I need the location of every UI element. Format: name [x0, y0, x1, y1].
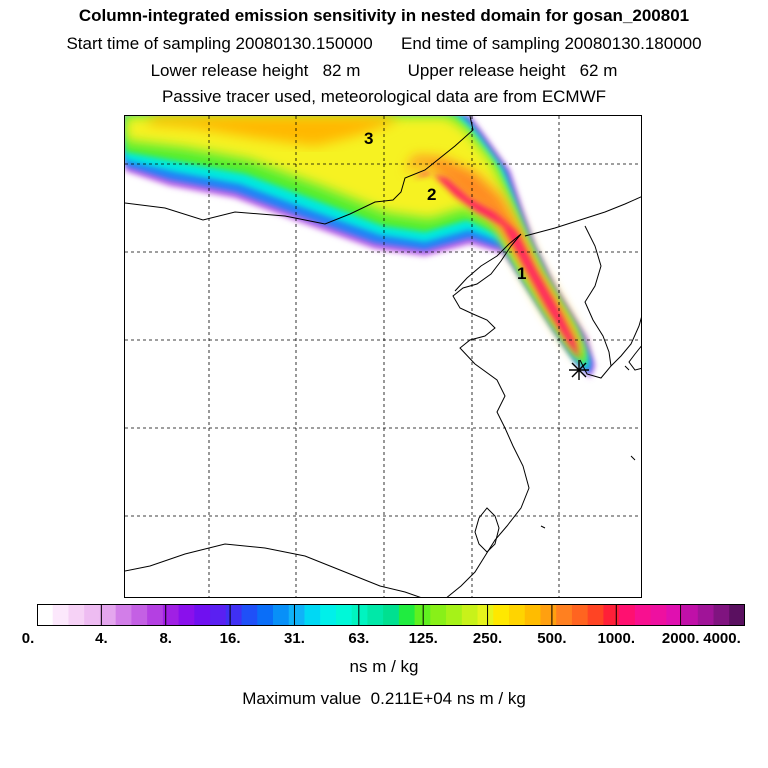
colorbar-swatch — [619, 604, 636, 626]
taiwan — [474, 507, 500, 553]
map-canvas: 1 2 3 — [125, 116, 641, 597]
colorbar-tick-label: 500. — [537, 630, 567, 647]
colorbar-swatch — [650, 604, 667, 626]
korea-east-coast — [610, 317, 641, 367]
colorbar-swatch — [367, 604, 384, 626]
colorbar-swatch — [713, 604, 730, 626]
colorbar-swatch — [99, 604, 117, 626]
tracer-info: Passive tracer used, meteorological data… — [161, 87, 607, 106]
colorbar-swatch — [178, 604, 195, 626]
colorbar-swatch — [477, 604, 494, 626]
colorbar-swatch — [37, 604, 54, 626]
south-china-coast — [125, 543, 421, 597]
colorbar-swatch — [68, 604, 85, 626]
colorbar-unit: ns m / kg — [349, 657, 419, 676]
colorbar-swatch — [210, 604, 227, 626]
release-heights: Lower release height 82 m Upper release … — [0, 61, 768, 81]
colorbar-swatch — [461, 604, 479, 626]
upper-release-label: Upper release height 62 m — [407, 61, 618, 80]
colorbar-tick-label: 63. — [348, 630, 370, 647]
colorbar — [37, 604, 745, 626]
colorbar-swatch — [398, 604, 416, 626]
colorbar-tick-label: 250. — [472, 630, 503, 647]
lower-release-label: Lower release height 82 m — [150, 61, 361, 80]
colorbar-swatch — [241, 604, 258, 626]
colorbar-tick-label: 4. — [95, 630, 108, 647]
colorbar-swatch — [335, 604, 353, 626]
sensitivity-plume — [125, 116, 595, 378]
sampling-times: Start time of sampling 20080130.150000 E… — [0, 34, 768, 54]
receptor-star-icon — [569, 360, 589, 380]
colorbar-tick-label: 4000. — [703, 630, 741, 647]
colorbar-tick-label: 0. — [21, 630, 35, 647]
colorbar-tick-label: 8. — [159, 630, 172, 647]
colorbar-swatch — [493, 604, 510, 626]
colorbar-swatch — [84, 604, 101, 626]
mongolia-china-border — [125, 116, 474, 225]
marker-1: 1 — [517, 264, 526, 283]
colorbar-swatch — [430, 604, 447, 626]
colorbar-swatch — [666, 604, 683, 626]
trajectory-markers: 1 2 3 — [364, 129, 526, 283]
colorbar-swatch — [273, 604, 290, 626]
colorbar-swatch — [682, 604, 699, 626]
colorbar-swatch — [509, 604, 526, 626]
china-korea-border — [524, 196, 641, 237]
bohai-coast — [446, 233, 530, 597]
colorbar-swatch — [383, 604, 400, 626]
plot-title: Column-integrated emission sensitivity i… — [78, 6, 690, 25]
marker-2: 2 — [427, 185, 436, 204]
colorbar-swatch — [288, 604, 305, 626]
ryukyu-islands — [540, 365, 636, 529]
colorbar-swatch — [194, 604, 211, 626]
colorbar-swatch — [540, 604, 557, 626]
colorbar-swatch — [697, 604, 715, 626]
colorbar-tick-label: 125. — [408, 630, 438, 647]
colorbar-swatch — [446, 604, 463, 626]
colorbar-swatch — [225, 604, 243, 626]
start-time-label: Start time of sampling 20080130.150000 — [66, 34, 373, 53]
sensitivity-map: 1 2 3 — [124, 115, 642, 598]
colorbar-swatch — [115, 604, 132, 626]
colorbar-swatch — [603, 604, 620, 626]
colorbar-border — [37, 604, 745, 626]
colorbar-swatch — [729, 604, 745, 626]
colorbar-tick-label: 16. — [219, 630, 241, 647]
colorbar-tick-label: 2000. — [661, 630, 700, 647]
colorbar-swatch — [52, 604, 69, 626]
japan-west — [628, 345, 641, 371]
colorbar-swatch — [571, 604, 589, 626]
colorbar-swatch — [587, 604, 604, 626]
colorbar-swatch — [634, 604, 652, 626]
colorbar-swatch — [162, 604, 180, 626]
korea-coast — [579, 225, 612, 379]
colorbar-swatch — [524, 604, 541, 626]
colorbar-swatch — [351, 604, 368, 626]
marker-3: 3 — [364, 129, 373, 148]
end-time-label: End time of sampling 20080130.180000 — [401, 34, 702, 53]
colorbar-swatch — [147, 604, 164, 626]
coastlines — [125, 116, 641, 597]
colorbar-swatch — [320, 604, 337, 626]
gridlines — [125, 116, 641, 597]
colorbar-swatch — [257, 604, 274, 626]
plume-orange-core — [405, 156, 582, 356]
colorbar-swatch — [556, 604, 573, 626]
maximum-value-label: Maximum value 0.211E+04 ns m / kg — [242, 689, 526, 708]
colorbar-tick-label: 1000. — [597, 630, 636, 647]
colorbar-swatch — [131, 604, 148, 626]
colorbar-swatch — [304, 604, 321, 626]
colorbar-tick-label: 31. — [284, 630, 305, 647]
